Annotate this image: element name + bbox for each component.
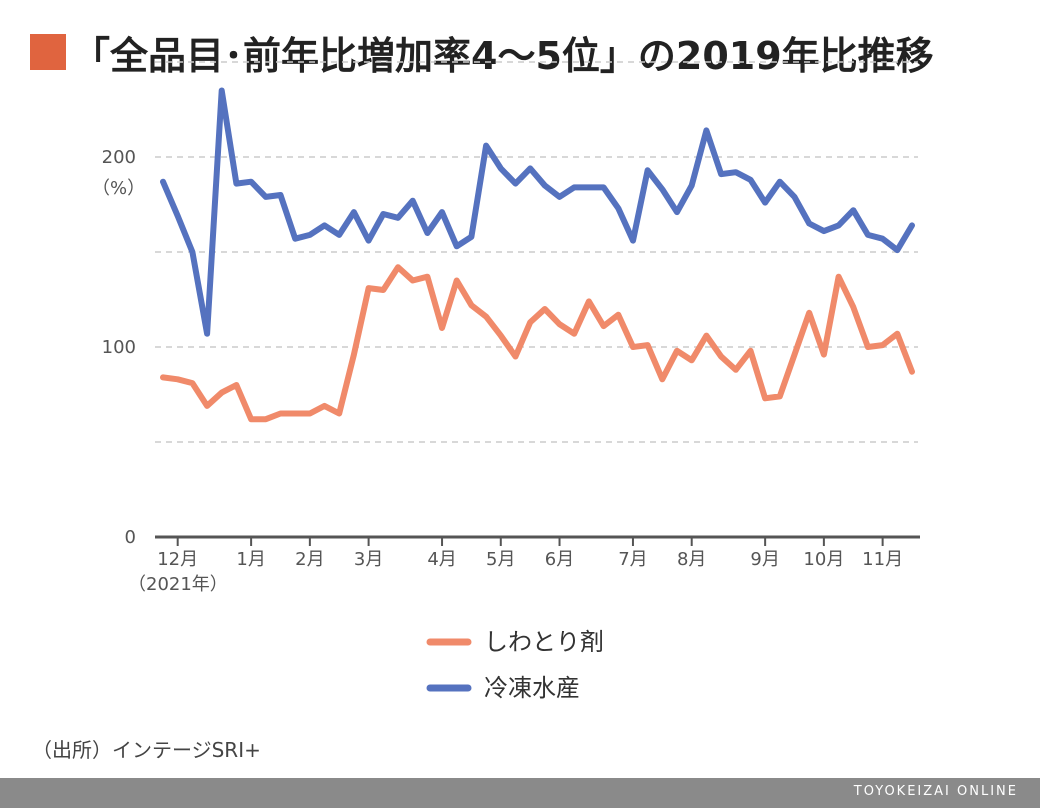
x-tick-label: 10月 [803,549,844,570]
x-tick-label: 1月 [236,549,265,570]
axes [155,535,920,546]
year-note: （2021年） [128,574,228,595]
series-lines [160,87,915,423]
chart-title: 「全品目･前年比増加率4〜5位」の2019年比推移 [30,22,934,82]
title-marker-square [30,34,66,70]
x-tick-label: 12月 [157,549,198,570]
x-tick-label: 5月 [486,549,515,570]
legend: しわとり剤 冷凍水産 [426,628,604,702]
x-tick-label: 7月 [618,549,647,570]
x-tick-label: 9月 [750,549,779,570]
source-note: （出所）インテージSRI+ [32,738,261,762]
footer-bar: TOYOKEIZAI ONLINE [0,778,1040,808]
x-tick-label: 8月 [677,549,706,570]
y-tick-label: 100 [102,337,136,358]
y-tick-labels: 0 100 200 [102,147,136,548]
gridlines [155,61,918,443]
x-tick-label: 2月 [295,549,324,570]
series-line-1 [160,87,915,337]
y-axis-unit-label: （%） [92,178,145,199]
x-tick-label: 4月 [427,549,456,570]
x-tick-label: 11月 [862,549,903,570]
series-line-0 [160,264,915,423]
chart-title-text: 「全品目･前年比増加率4〜5位」の2019年比推移 [72,33,934,78]
y-tick-label: 200 [102,147,136,168]
x-tick-labels: 12月 1月 2月 3月 4月 5月 6月 7月 8月 9月 10月 11月 [157,549,903,570]
y-tick-label: 0 [125,527,136,548]
legend-label-shiwatori: しわとり剤 [484,628,604,656]
brand-label: TOYOKEIZAI ONLINE [853,784,1018,799]
legend-label-reitou-suisan: 冷凍水産 [484,674,580,702]
x-tick-label: 6月 [545,549,574,570]
x-tick-label: 3月 [354,549,383,570]
